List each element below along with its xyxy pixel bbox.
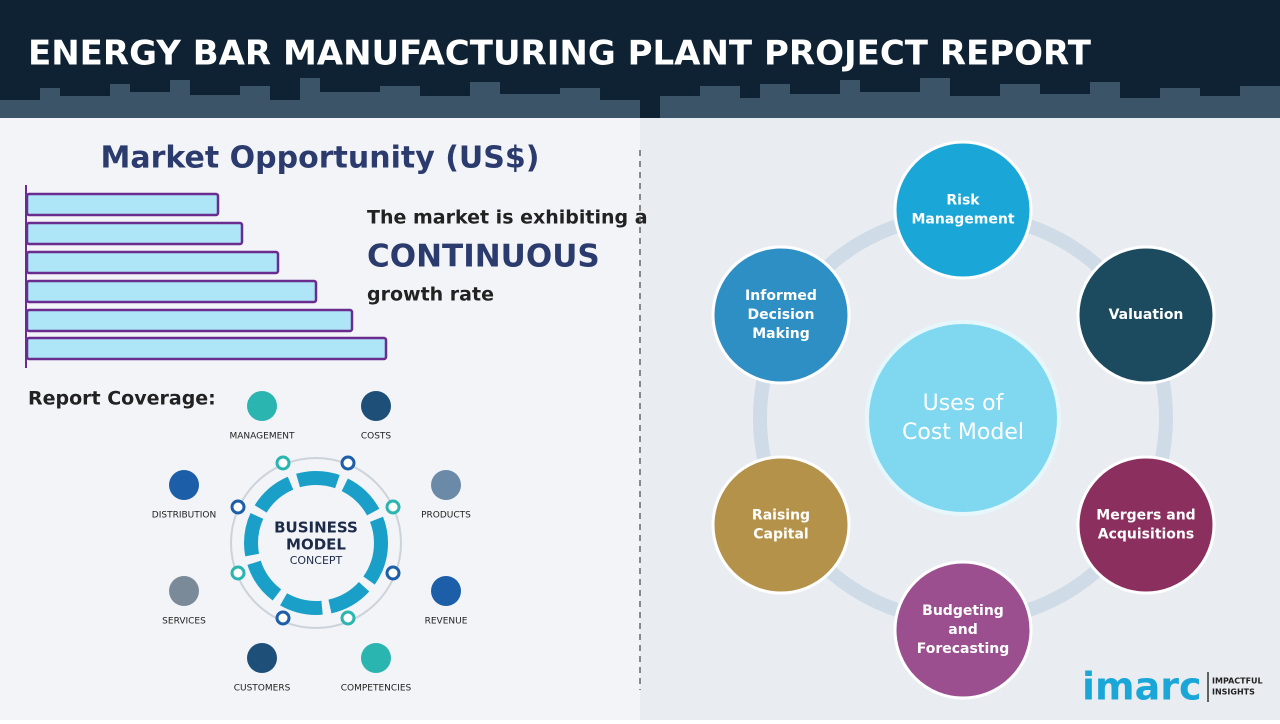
growth-bars — [25, 192, 388, 361]
coverage-icon — [361, 643, 391, 673]
logo-tagline: INSIGHTS — [1212, 688, 1255, 697]
use-label: Mergers and — [1096, 508, 1195, 524]
coverage-items: MANAGEMENT COSTS PRODUCTS REVENUE COMPETENCI… — [152, 391, 471, 694]
uses-items: Risk Management Valuation Mergers and Acquis… — [711, 140, 1216, 700]
coverage-node — [230, 565, 246, 581]
coverage-label: SERVICES — [162, 617, 206, 627]
coverage-title: Report Coverage: — [28, 388, 216, 410]
coverage-icon — [361, 391, 391, 421]
use-label: Risk — [946, 193, 980, 209]
use-circle — [1076, 245, 1216, 385]
coverage-center: CONCEPT — [290, 554, 343, 567]
coverage-icon — [247, 391, 277, 421]
coverage-ring — [230, 457, 402, 629]
use-label: Decision — [748, 307, 815, 323]
coverage-inner-ring — [244, 471, 388, 615]
coverage-node — [340, 610, 356, 626]
coverage-icon — [431, 576, 461, 606]
market-emphasis: CONTINUOUS — [367, 239, 600, 275]
coverage-label: CUSTOMERS — [234, 684, 291, 694]
skyline — [0, 78, 1280, 118]
coverage-icon — [431, 470, 461, 500]
growth-bar — [25, 221, 244, 246]
coverage-icon — [169, 470, 199, 500]
use-label: Budgeting — [922, 603, 1004, 619]
logo-tagline: IMPACTFUL — [1212, 677, 1263, 686]
growth-bar — [25, 308, 354, 333]
growth-bar — [25, 250, 280, 275]
logo-brand: imarc — [1082, 665, 1202, 709]
coverage-label: MANAGEMENT — [230, 432, 295, 442]
growth-bar — [25, 336, 388, 361]
coverage-node — [275, 610, 291, 626]
use-circle — [1076, 455, 1216, 595]
use-circle — [711, 245, 851, 385]
use-label: Acquisitions — [1098, 527, 1194, 543]
use-label: Making — [752, 326, 809, 342]
coverage-label: DISTRIBUTION — [152, 511, 216, 521]
growth-bar — [25, 192, 220, 217]
coverage-center: MODEL — [286, 536, 346, 554]
coverage-label: COSTS — [361, 432, 392, 442]
uses-center — [865, 320, 1061, 516]
coverage-node — [385, 499, 401, 515]
uses-center-text: Uses of — [923, 391, 1005, 416]
coverage-label: REVENUE — [425, 617, 468, 627]
use-circle — [893, 140, 1033, 280]
coverage-node — [385, 565, 401, 581]
use-circle — [893, 560, 1033, 700]
use-label: Capital — [753, 527, 808, 543]
coverage-node — [230, 499, 246, 515]
use-label: Informed — [745, 288, 817, 304]
page-title: ENERGY BAR MANUFACTURING PLANT PROJECT R… — [28, 34, 1092, 74]
coverage-icon — [169, 576, 199, 606]
market-text: growth rate — [367, 284, 494, 306]
use-label: Forecasting — [917, 641, 1010, 657]
market-title: Market Opportunity (US$) — [101, 141, 540, 176]
uses-center-text: Cost Model — [902, 420, 1024, 445]
coverage-node — [275, 455, 291, 471]
coverage-center: BUSINESS — [274, 519, 358, 537]
coverage-icon — [247, 643, 277, 673]
use-label: Raising — [752, 508, 810, 524]
use-label: Management — [911, 212, 1014, 228]
coverage-label: COMPETENCIES — [341, 684, 412, 694]
coverage-node — [340, 455, 356, 471]
growth-bar — [25, 279, 318, 304]
coverage-label: PRODUCTS — [421, 511, 471, 521]
market-text: The market is exhibiting a — [367, 207, 648, 229]
use-label: Valuation — [1109, 307, 1184, 323]
use-circle — [711, 455, 851, 595]
use-label: and — [948, 622, 977, 638]
